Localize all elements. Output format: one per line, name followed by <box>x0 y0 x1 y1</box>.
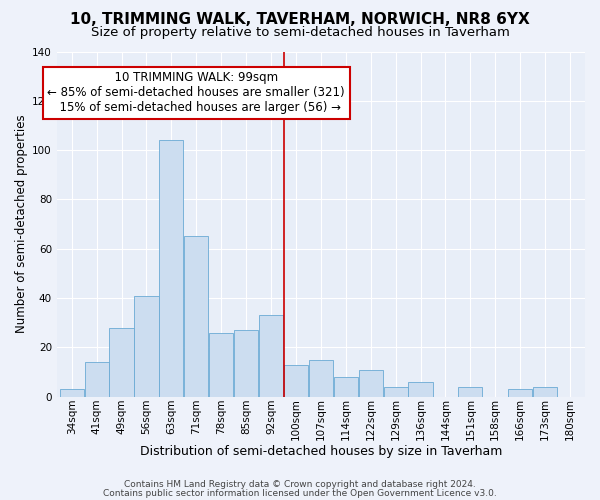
Bar <box>334 377 358 397</box>
Y-axis label: Number of semi-detached properties: Number of semi-detached properties <box>15 115 28 334</box>
Bar <box>409 382 433 397</box>
Text: Contains public sector information licensed under the Open Government Licence v3: Contains public sector information licen… <box>103 488 497 498</box>
Text: 10 TRIMMING WALK: 99sqm  
← 85% of semi-detached houses are smaller (321)
  15% : 10 TRIMMING WALK: 99sqm ← 85% of semi-de… <box>47 71 345 114</box>
Text: Contains HM Land Registry data © Crown copyright and database right 2024.: Contains HM Land Registry data © Crown c… <box>124 480 476 489</box>
Bar <box>209 332 233 397</box>
Bar <box>184 236 208 397</box>
X-axis label: Distribution of semi-detached houses by size in Taverham: Distribution of semi-detached houses by … <box>140 444 502 458</box>
Bar <box>284 365 308 397</box>
Bar <box>259 316 283 397</box>
Bar <box>359 370 383 397</box>
Text: Size of property relative to semi-detached houses in Taverham: Size of property relative to semi-detach… <box>91 26 509 39</box>
Bar <box>508 390 532 397</box>
Bar <box>109 328 134 397</box>
Bar <box>458 387 482 397</box>
Bar <box>533 387 557 397</box>
Bar <box>160 140 184 397</box>
Text: 10, TRIMMING WALK, TAVERHAM, NORWICH, NR8 6YX: 10, TRIMMING WALK, TAVERHAM, NORWICH, NR… <box>70 12 530 28</box>
Bar <box>134 296 158 397</box>
Bar <box>383 387 408 397</box>
Bar <box>309 360 333 397</box>
Bar <box>59 390 84 397</box>
Bar <box>85 362 109 397</box>
Bar <box>234 330 258 397</box>
